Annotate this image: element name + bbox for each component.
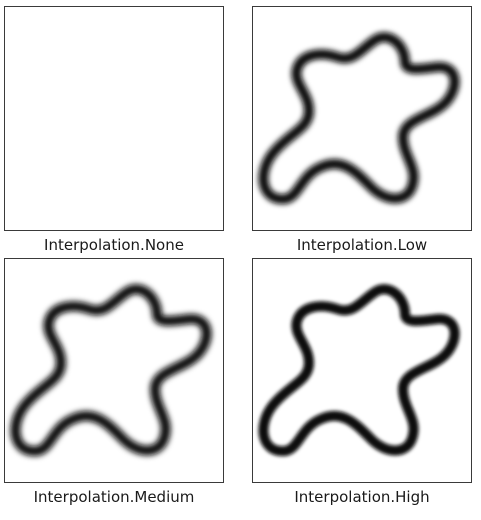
interpolation-high-image <box>252 258 472 483</box>
blob-outline-icon <box>258 284 460 456</box>
blob-outline-icon <box>11 32 212 204</box>
blob-shape <box>258 32 460 204</box>
blob-outline-icon <box>258 32 460 204</box>
caption-interpolation-none: Interpolation.None <box>44 236 184 254</box>
interpolation-low-image <box>252 6 472 231</box>
interpolation-medium-image <box>4 258 224 483</box>
blob-shape <box>11 32 212 204</box>
caption-interpolation-medium: Interpolation.Medium <box>33 488 195 506</box>
blob-shape <box>258 284 460 456</box>
interpolation-none-image <box>4 6 224 231</box>
caption-interpolation-high: Interpolation.High <box>294 488 430 506</box>
blob-outline-icon <box>10 284 212 456</box>
caption-interpolation-low: Interpolation.Low <box>296 236 428 254</box>
blob-shape <box>10 284 212 456</box>
